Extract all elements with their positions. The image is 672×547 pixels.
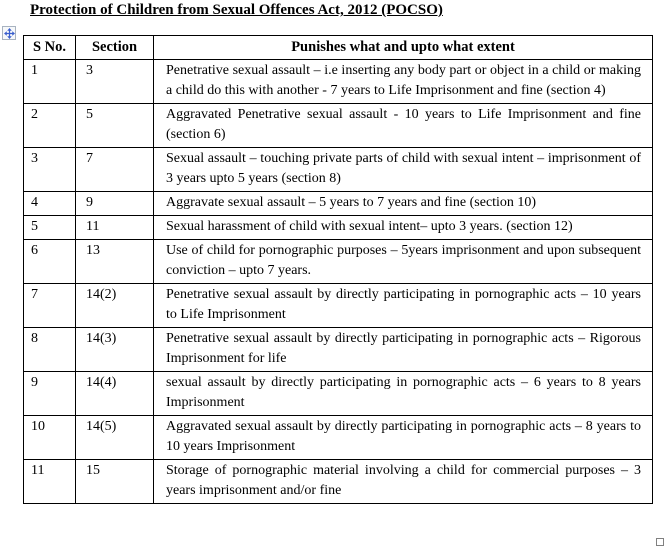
table-row: 3 7 Sexual assault – touching private pa…	[23, 147, 653, 192]
cell-description[interactable]: sexual assault by directly participating…	[153, 371, 653, 416]
table-row: 4 9 Aggravate sexual assault – 5 years t…	[23, 191, 653, 216]
table-header-row: S No. Section Punishes what and upto wha…	[23, 35, 653, 60]
cell-section[interactable]: 14(4)	[75, 371, 154, 416]
cell-description[interactable]: Sexual harassment of child with sexual i…	[153, 215, 653, 240]
cell-section[interactable]: 5	[75, 103, 154, 148]
cell-description[interactable]: Aggravated sexual assault by directly pa…	[153, 415, 653, 460]
cell-section[interactable]: 11	[75, 215, 154, 240]
table-row: 1 3 Penetrative sexual assault – i.e ins…	[23, 59, 653, 104]
cell-sno[interactable]: 9	[23, 371, 76, 416]
move-icon	[3, 27, 15, 39]
cell-section[interactable]: 13	[75, 239, 154, 284]
cell-description[interactable]: Use of child for pornographic purposes –…	[153, 239, 653, 284]
cell-sno[interactable]: 6	[23, 239, 76, 284]
cell-section[interactable]: 14(2)	[75, 283, 154, 328]
table-row: 7 14(2) Penetrative sexual assault by di…	[23, 283, 653, 328]
cell-description[interactable]: Penetrative sexual assault by directly p…	[153, 283, 653, 328]
cell-sno[interactable]: 5	[23, 215, 76, 240]
header-section[interactable]: Section	[75, 35, 154, 60]
cell-sno[interactable]: 2	[23, 103, 76, 148]
cell-sno[interactable]: 11	[23, 459, 76, 504]
cell-sno[interactable]: 1	[23, 59, 76, 104]
table-row: 5 11 Sexual harassment of child with sex…	[23, 215, 653, 240]
cell-description[interactable]: Sexual assault – touching private parts …	[153, 147, 653, 192]
cell-description[interactable]: Aggravated Penetrative sexual assault - …	[153, 103, 653, 148]
cell-section[interactable]: 14(3)	[75, 327, 154, 372]
table-row: 9 14(4) sexual assault by directly parti…	[23, 371, 653, 416]
cell-sno[interactable]: 8	[23, 327, 76, 372]
document-title[interactable]: Protection of Children from Sexual Offen…	[30, 2, 443, 18]
pocso-table: S No. Section Punishes what and upto wha…	[23, 35, 653, 504]
cell-description[interactable]: Storage of pornographic material involvi…	[153, 459, 653, 504]
cell-section[interactable]: 9	[75, 191, 154, 216]
header-punishes[interactable]: Punishes what and upto what extent	[153, 35, 653, 60]
cell-description[interactable]: Penetrative sexual assault – i.e inserti…	[153, 59, 653, 104]
cell-section[interactable]: 15	[75, 459, 154, 504]
table-row: 11 15 Storage of pornographic material i…	[23, 459, 653, 504]
cell-description[interactable]: Aggravate sexual assault – 5 years to 7 …	[153, 191, 653, 216]
cell-sno[interactable]: 10	[23, 415, 76, 460]
table-row: 2 5 Aggravated Penetrative sexual assaul…	[23, 103, 653, 148]
table-move-handle[interactable]	[2, 26, 16, 40]
table-resize-handle[interactable]	[656, 538, 664, 546]
cell-sno[interactable]: 7	[23, 283, 76, 328]
header-sno[interactable]: S No.	[23, 35, 76, 60]
table-row: 8 14(3) Penetrative sexual assault by di…	[23, 327, 653, 372]
cell-section[interactable]: 7	[75, 147, 154, 192]
table-row: 10 14(5) Aggravated sexual assault by di…	[23, 415, 653, 460]
cell-description[interactable]: Penetrative sexual assault by directly p…	[153, 327, 653, 372]
table-row: 6 13 Use of child for pornographic purpo…	[23, 239, 653, 284]
cell-sno[interactable]: 4	[23, 191, 76, 216]
cell-section[interactable]: 14(5)	[75, 415, 154, 460]
cell-section[interactable]: 3	[75, 59, 154, 104]
cell-sno[interactable]: 3	[23, 147, 76, 192]
